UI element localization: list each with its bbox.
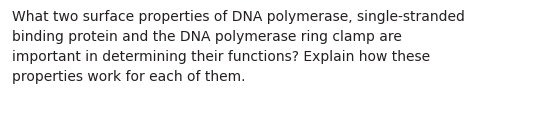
Text: What two surface properties of DNA polymerase, single-stranded
binding protein a: What two surface properties of DNA polym…: [12, 10, 465, 84]
